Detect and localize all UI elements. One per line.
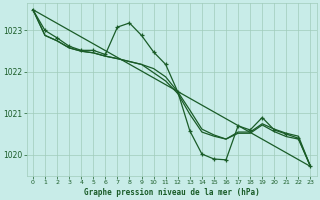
X-axis label: Graphe pression niveau de la mer (hPa): Graphe pression niveau de la mer (hPa)	[84, 188, 260, 197]
